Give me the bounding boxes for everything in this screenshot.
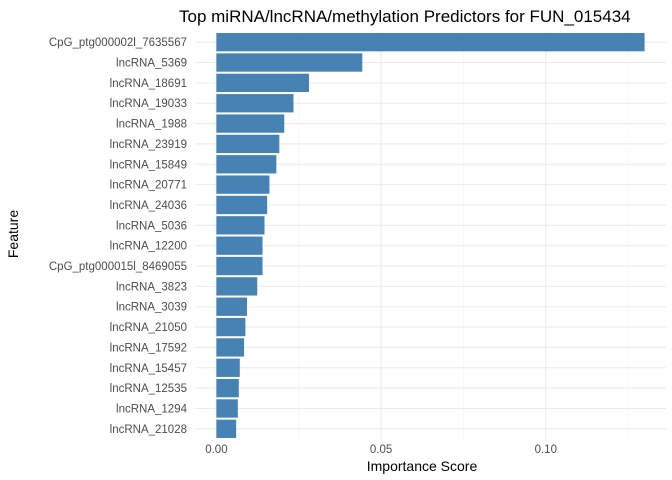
bar-lncRNA_15457 <box>216 358 240 377</box>
y-tick-label: lncRNA_20771 <box>110 180 187 192</box>
bar-lncRNA_21050 <box>216 317 246 337</box>
bar-lncRNA_1988 <box>216 114 285 133</box>
y-tick-label: lncRNA_21050 <box>110 322 187 334</box>
y-tick-label: lncRNA_19033 <box>110 98 187 110</box>
bar-lncRNA_12200 <box>216 236 263 255</box>
bar-lncRNA_3039 <box>216 297 248 316</box>
y-tick-label: lncRNA_21028 <box>110 424 187 436</box>
y-tick-label: lncRNA_15849 <box>110 159 187 171</box>
y-tick-label: lncRNA_3039 <box>116 302 187 314</box>
bar-lncRNA_15849 <box>216 155 277 174</box>
y-tick-label: lncRNA_15457 <box>110 363 187 375</box>
bar-lncRNA_18691 <box>216 73 309 93</box>
y-tick-label: lncRNA_12535 <box>110 383 187 395</box>
bar-lncRNA_5036 <box>216 216 265 235</box>
bar-lncRNA_1294 <box>216 399 238 418</box>
bar-lncRNA_20771 <box>216 175 270 194</box>
y-tick-label: CpG_ptg000015l_8469055 <box>49 261 187 273</box>
y-tick-label: lncRNA_5369 <box>116 58 187 70</box>
bar-CpG_ptg000015l_8469055 <box>216 256 263 276</box>
bar-lncRNA_3823 <box>216 277 258 296</box>
bar-lncRNA_12535 <box>216 378 239 398</box>
y-tick-labels: CpG_ptg000002l_7635567 lncRNA_5369 lncRNA_… <box>49 37 188 436</box>
bar-lncRNA_21028 <box>216 419 237 438</box>
bar-lncRNA_17592 <box>216 338 245 357</box>
x-axis-title: Importance Score <box>367 458 478 474</box>
y-tick-label: lncRNA_18691 <box>110 78 187 90</box>
y-tick-label: lncRNA_1988 <box>116 119 187 131</box>
x-tick-labels: 0.00 0.05 0.10 <box>205 444 557 456</box>
bar-lncRNA_5369 <box>216 53 363 72</box>
y-tick-label: lncRNA_24036 <box>110 200 187 212</box>
x-tick-label: 0.00 <box>205 444 227 456</box>
chart-title: Top miRNA/lncRNA/methylation Predictors … <box>179 7 631 26</box>
y-tick-label: CpG_ptg000002l_7635567 <box>49 37 187 49</box>
bars <box>216 33 645 438</box>
x-tick-label: 0.05 <box>370 444 392 456</box>
y-tick-label: lncRNA_17592 <box>110 342 187 354</box>
y-tick-label: lncRNA_1294 <box>116 403 188 415</box>
grid-lines <box>195 32 666 439</box>
bar-lncRNA_19033 <box>216 94 294 113</box>
bar-lncRNA_23919 <box>216 134 280 154</box>
bar-CpG_ptg000002l_7635567 <box>216 33 645 52</box>
y-axis-title: Feature <box>5 210 21 258</box>
y-tick-label: lncRNA_23919 <box>110 139 187 151</box>
x-tick-label: 0.10 <box>535 444 557 456</box>
bar-lncRNA_24036 <box>216 195 268 215</box>
y-tick-label: lncRNA_3823 <box>116 281 187 293</box>
y-tick-label: lncRNA_12200 <box>110 241 187 253</box>
y-tick-label: lncRNA_5036 <box>116 220 187 232</box>
